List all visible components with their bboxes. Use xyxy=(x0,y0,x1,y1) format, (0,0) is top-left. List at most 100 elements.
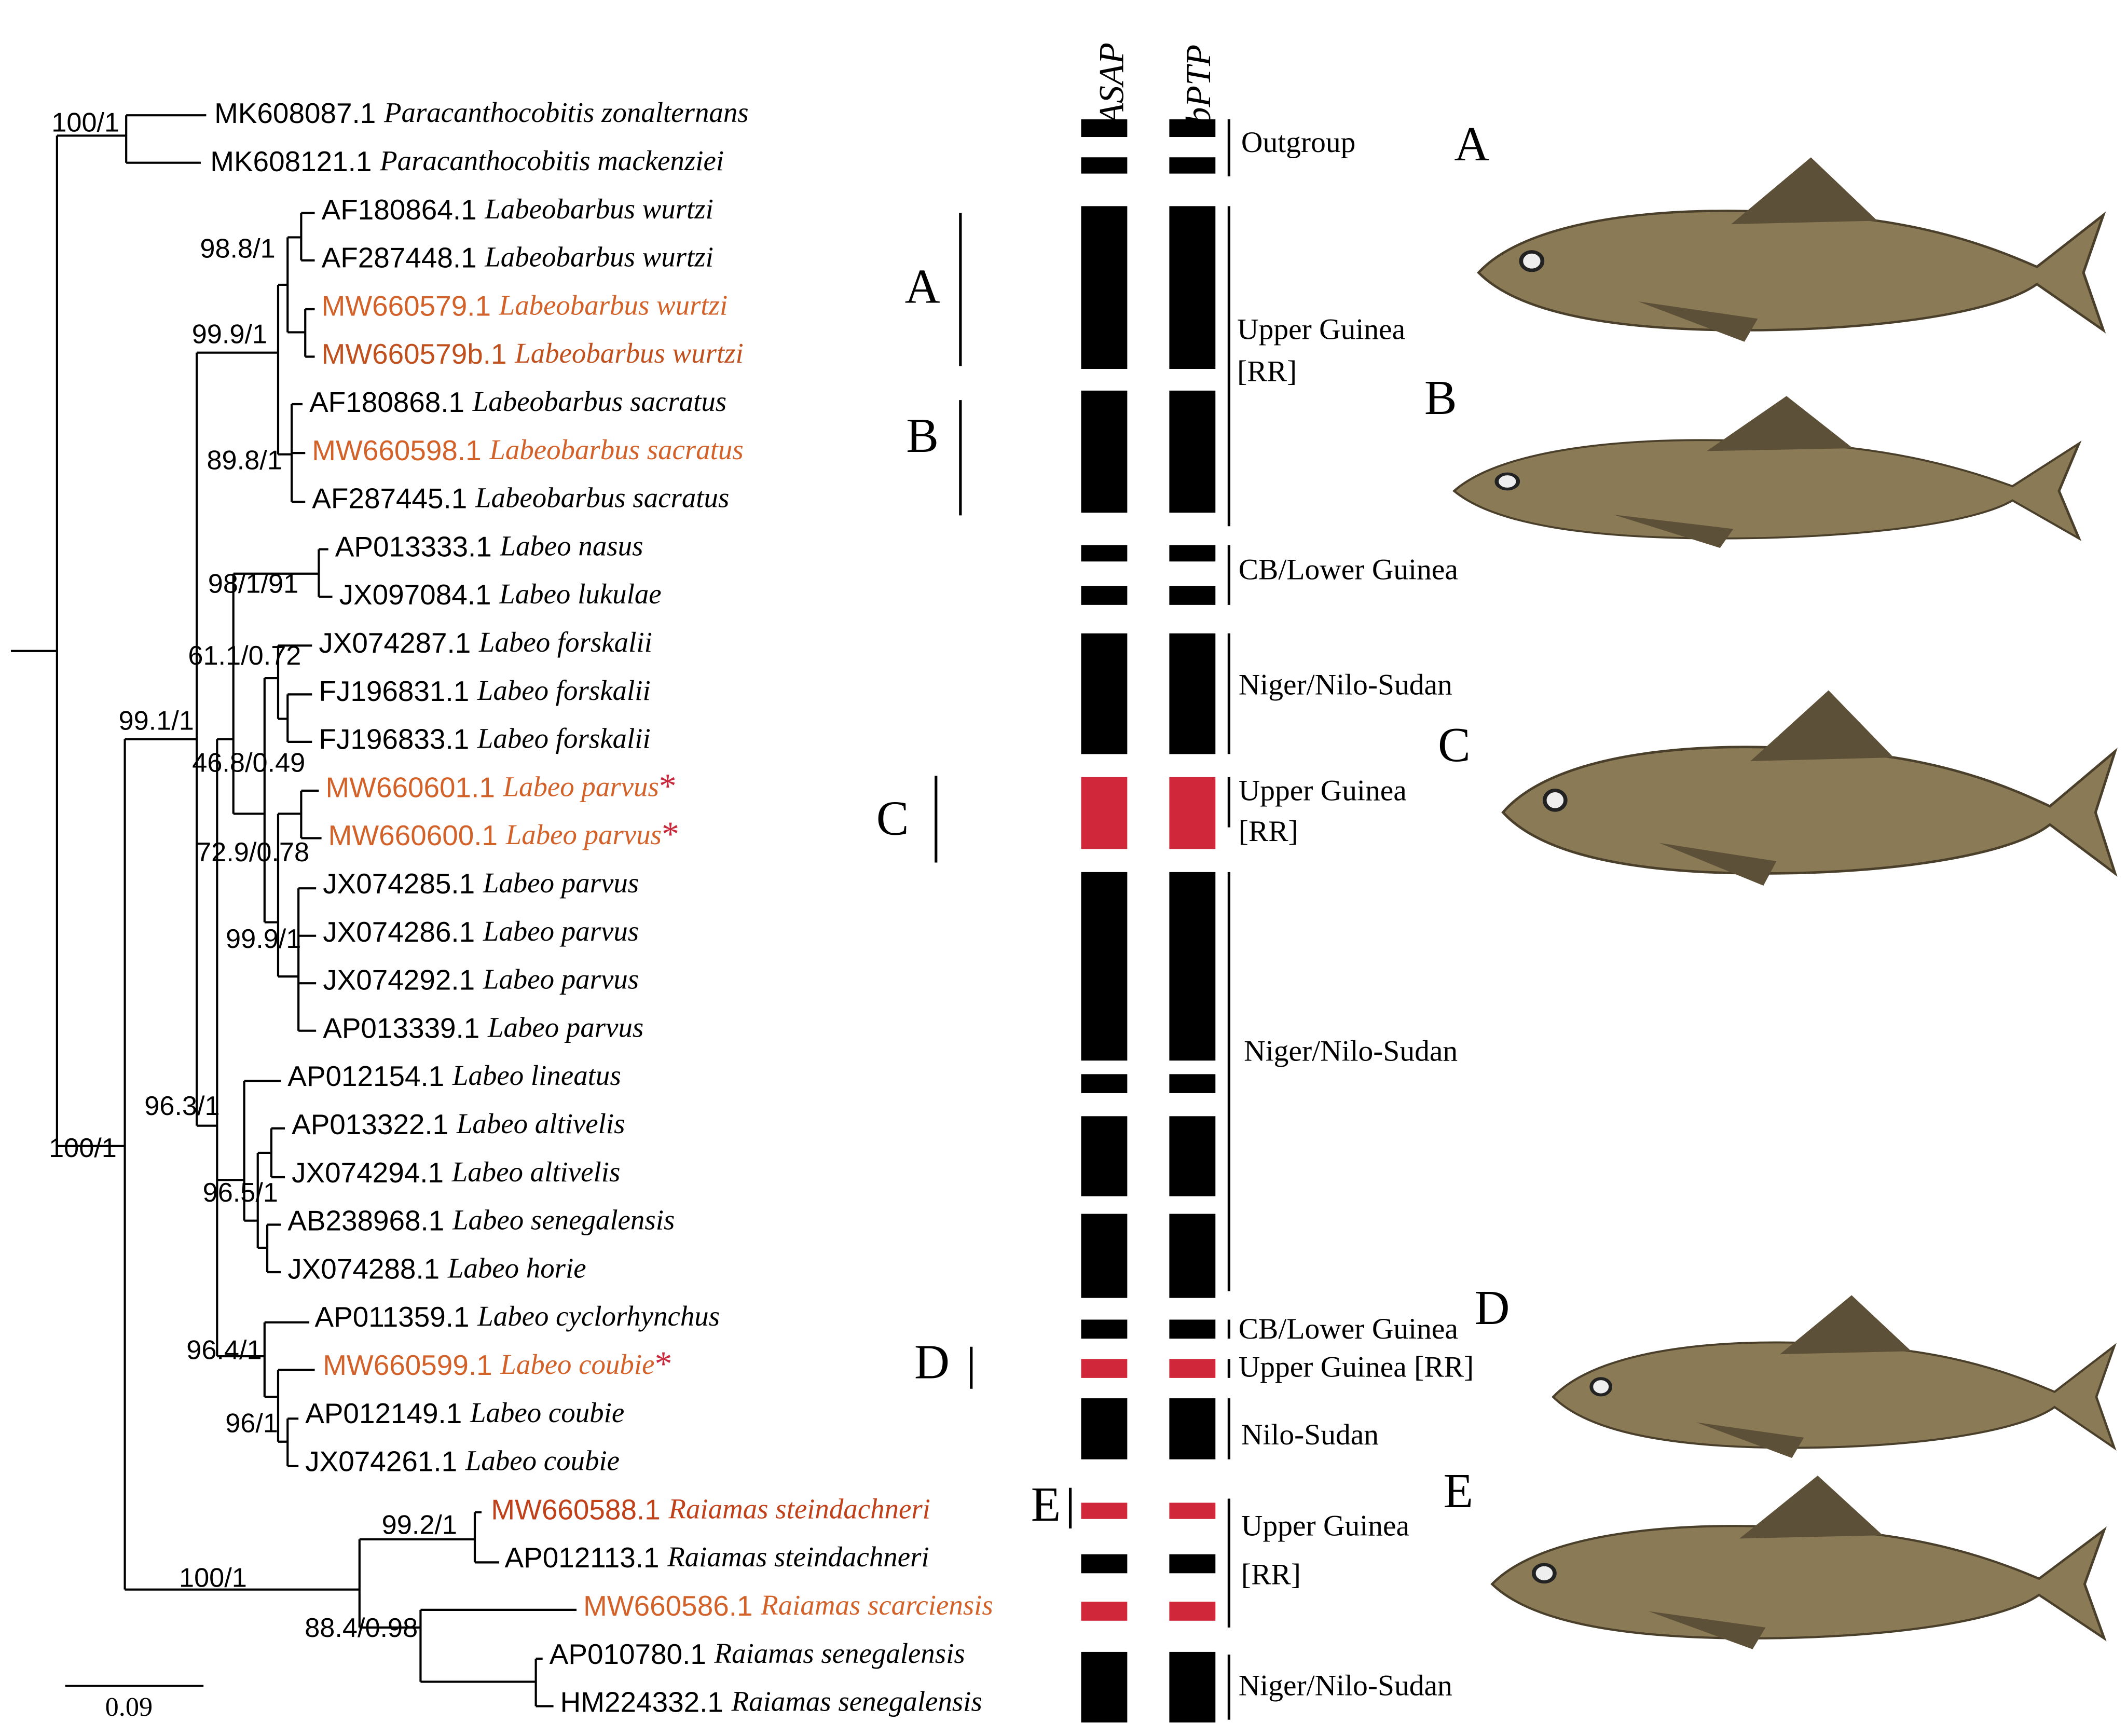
delimitation-bar xyxy=(1081,1214,1128,1298)
taxon-label: JX074294.1 Labeo altivelis xyxy=(292,1155,620,1188)
taxon-label: AP012154.1 Labeo lineatus xyxy=(287,1059,621,1092)
accession: AP012154.1 xyxy=(287,1060,444,1092)
accession: AP012113.1 xyxy=(505,1541,660,1574)
species-name: Labeo parvus xyxy=(505,819,662,850)
asterisk: * xyxy=(662,814,679,853)
clade-label: D xyxy=(914,1335,950,1389)
accession: AF180864.1 xyxy=(322,193,477,225)
method-header: bPTP xyxy=(1178,45,1218,125)
species-name: Labeo parvus xyxy=(483,963,639,995)
taxon-label: AP013322.1 Labeo altivelis xyxy=(292,1108,625,1140)
support-value: 96/1 xyxy=(225,1408,278,1438)
photo-label: E xyxy=(1443,1464,1473,1518)
clade-label: A xyxy=(905,260,940,314)
species-name: Paracanthocobitis mackenziei xyxy=(379,145,724,176)
species-name: Labeo parvus xyxy=(483,867,639,899)
species-name: Labeo nasus xyxy=(500,530,643,561)
taxon-label: AP013333.1 Labeo nasus xyxy=(335,530,643,562)
support-value: 100/1 xyxy=(179,1563,247,1593)
accession: AP013333.1 xyxy=(335,530,492,562)
delimitation-bar xyxy=(1169,1503,1216,1519)
delimitation-bar xyxy=(1169,1116,1216,1196)
delimitation-bar xyxy=(1081,157,1128,174)
species-name: Labeo coubie xyxy=(500,1348,654,1380)
photo-label: D xyxy=(1475,1281,1510,1335)
taxon-label: HM224332.1 Raiamas senegalensis xyxy=(560,1685,982,1718)
support-value: 96.3/1 xyxy=(144,1091,219,1121)
taxon-label: MW660586.1 Raiamas scarciensis xyxy=(583,1589,993,1622)
support-value: 96.5/1 xyxy=(203,1178,278,1208)
delimitation-bar xyxy=(1081,633,1128,754)
support-value: 96.4/1 xyxy=(186,1335,262,1365)
species-name: Labeo lukulae xyxy=(499,578,661,610)
region-label: Outgroup xyxy=(1241,126,1355,159)
species-name: Raiamas steindachneri xyxy=(667,1541,929,1573)
accession: FJ196833.1 xyxy=(319,723,469,755)
species-name: Labeo parvus xyxy=(487,1011,643,1043)
delimitation-bar xyxy=(1081,545,1128,562)
delimitation-bar xyxy=(1081,1503,1128,1519)
accession: MW660601.1 xyxy=(325,771,495,803)
accession: HM224332.1 xyxy=(560,1686,723,1718)
photo-label: B xyxy=(1424,371,1457,425)
accession: AF287445.1 xyxy=(312,482,467,514)
support-value: 99.1/1 xyxy=(119,706,194,736)
species-name: Raiamas senegalensis xyxy=(714,1637,965,1669)
species-name: Raiamas steindachneri xyxy=(668,1493,930,1524)
region-label: [RR] xyxy=(1239,815,1298,848)
taxon-label: MW660598.1 Labeobarbus sacratus xyxy=(312,433,743,466)
clade-label: B xyxy=(906,409,939,463)
accession: MW660579.1 xyxy=(322,290,491,322)
delimitation-bar xyxy=(1081,1554,1128,1574)
region-label: CB/Lower Guinea xyxy=(1239,553,1458,586)
accession: AP013339.1 xyxy=(323,1012,479,1044)
delimitation-bar xyxy=(1169,1554,1216,1574)
accession: AP011359.1 xyxy=(315,1301,470,1333)
taxon-label: AP013339.1 Labeo parvus xyxy=(323,1011,643,1044)
accession: MW660598.1 xyxy=(312,434,481,466)
taxon-label: FJ196833.1 Labeo forskalii xyxy=(319,722,650,755)
fish-photo xyxy=(1492,1476,2104,1649)
species-name: Labeo parvus xyxy=(483,915,639,946)
accession: AB238968.1 xyxy=(287,1204,444,1236)
region-label: Upper Guinea [RR] xyxy=(1239,1351,1474,1383)
asterisk: * xyxy=(659,766,677,805)
delimitation-bar xyxy=(1169,1651,1216,1723)
scale-label: 0.09 xyxy=(105,1692,153,1722)
taxon-label: MW660599.1 Labeo coubie* xyxy=(323,1344,672,1383)
species-name: Labeo forskalii xyxy=(477,674,651,706)
delimitation-bar xyxy=(1081,1074,1128,1093)
taxon-label: MW660601.1 Labeo parvus* xyxy=(325,766,676,805)
taxon-label: JX074287.1 Labeo forskalii xyxy=(319,626,652,659)
delimitation-bar xyxy=(1169,777,1216,849)
taxon-label: MW660588.1 Raiamas steindachneri xyxy=(491,1493,930,1525)
species-name: Labeobarbus sacratus xyxy=(489,433,743,465)
species-name: Raiamas senegalensis xyxy=(731,1685,982,1717)
accession: AF287448.1 xyxy=(322,241,477,273)
taxon-label: JX074285.1 Labeo parvus xyxy=(323,867,639,900)
tree-branches xyxy=(10,114,577,1707)
species-name: Labeo forskalii xyxy=(477,722,651,754)
delimitation-bar xyxy=(1169,1214,1216,1298)
delimitation-bar xyxy=(1081,1359,1128,1378)
taxon-label: AP012113.1 Raiamas steindachneri xyxy=(505,1541,929,1574)
region-label: Upper Guinea xyxy=(1237,313,1405,346)
support-value: 100/1 xyxy=(49,1133,117,1163)
species-name: Labeobarbus wurtzi xyxy=(514,337,744,369)
delimitation-bar xyxy=(1081,1116,1128,1196)
species-name: Labeo coubie xyxy=(465,1444,620,1476)
clade-label: E xyxy=(1031,1478,1061,1532)
support-value: 88.4/0.98 xyxy=(305,1613,418,1643)
species-name: Labeobarbus sacratus xyxy=(472,385,726,417)
accession: JX074261.1 xyxy=(305,1445,457,1477)
accession: MW660599.1 xyxy=(323,1348,492,1381)
accession: JX097084.1 xyxy=(339,578,491,611)
accession: JX074288.1 xyxy=(287,1252,440,1285)
species-name: Labeobarbus sacratus xyxy=(475,481,729,513)
taxon-label: MK608121.1 Paracanthocobitis mackenziei xyxy=(210,145,724,177)
taxon-label: MW660579b.1 Labeobarbus wurtzi xyxy=(322,337,744,370)
delimitation-bar xyxy=(1081,872,1128,1061)
accession: MW660586.1 xyxy=(583,1589,752,1621)
delimitation-bar xyxy=(1081,390,1128,513)
